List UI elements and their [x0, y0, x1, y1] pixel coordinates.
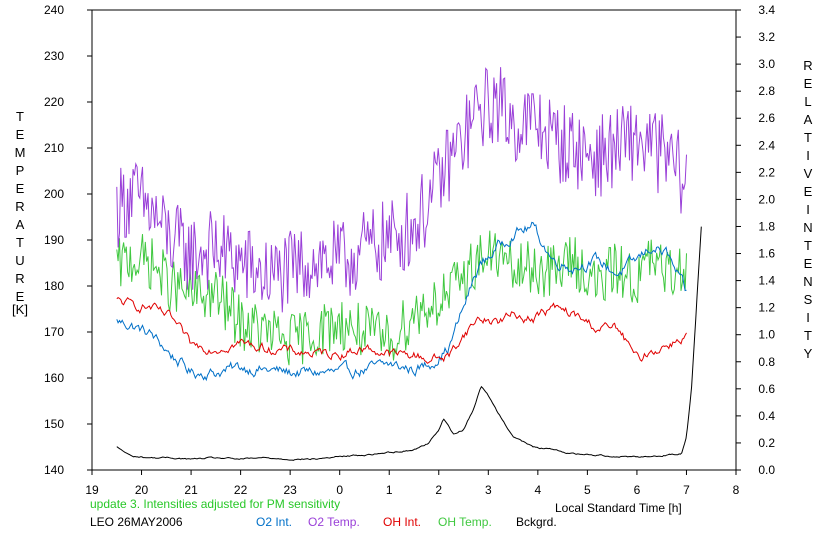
y-right-tick-label: 0.8 [758, 355, 775, 369]
y-right-label-letter: N [803, 220, 812, 235]
y-left-tick-label: 200 [44, 187, 64, 201]
y-right-tick-label: 2.2 [758, 165, 775, 179]
y-right-label-letter: E [804, 184, 813, 199]
y-right-tick-label: 2.0 [758, 192, 775, 206]
legend-item-bckgrd: Bckgrd. [516, 515, 557, 529]
y-right-tick-label: 1.8 [758, 219, 775, 233]
series-line-o2-temp [116, 67, 687, 313]
y-left-tick-label: 190 [44, 233, 64, 247]
y-left-tick-label: 140 [44, 463, 64, 477]
y-left-label-letter: E [16, 127, 25, 142]
y-right-tick-label: 0.2 [758, 436, 775, 450]
y-right-tick-label: 2.8 [758, 84, 775, 98]
y-right-tick-label: 0.0 [758, 463, 775, 477]
series-layer [116, 67, 702, 461]
x-tick-label: 21 [184, 483, 198, 497]
x-tick-label: 19 [85, 483, 99, 497]
y-left-label-letter: E [16, 289, 25, 304]
y-right-label-letter: E [804, 76, 813, 91]
legend: O2 Int. O2 Temp. OH Int. OH Temp. Bckgrd. [256, 515, 557, 529]
y-left-tick-label: 230 [44, 49, 64, 63]
y-right-label-letter: I [806, 148, 810, 163]
legend-item-o2-int: O2 Int. [256, 515, 292, 529]
legend-item-oh-temp: OH Temp. [438, 515, 492, 529]
y-left-tick-label: 170 [44, 325, 64, 339]
y-right-label-letter: T [804, 130, 812, 145]
y-right-label-letter: S [804, 292, 813, 307]
series-line-oh-temp [116, 230, 687, 366]
y-left-tick-label: 210 [44, 141, 64, 155]
y-right-label-letter: T [804, 238, 812, 253]
series-line-oh-int [116, 296, 687, 364]
y-right-tick-label: 3.0 [758, 57, 775, 71]
y-left-label-letter: U [15, 253, 24, 268]
station-date: LEO 26MAY2006 [90, 515, 183, 529]
x-tick-label: 1 [386, 483, 393, 497]
y-left-label-letter: M [15, 145, 26, 160]
series-line-bckgrd [116, 226, 702, 461]
y-right-label-letter: E [804, 256, 813, 271]
y-right-tick-label: 1.0 [758, 328, 775, 342]
y-left-label-letter: A [16, 217, 25, 232]
y-right-tick-label: 1.4 [758, 274, 775, 288]
y-left-tick-label: 160 [44, 371, 64, 385]
x-tick-label: 3 [485, 483, 492, 497]
x-tick-label: 7 [683, 483, 690, 497]
y-left-tick-label: 150 [44, 417, 64, 431]
x-tick-label: 20 [135, 483, 149, 497]
y-right-label-letter: Y [804, 346, 813, 361]
y-left-tick-label: 180 [44, 279, 64, 293]
y-right-label-letter: I [806, 310, 810, 325]
x-tick-label: 8 [733, 483, 740, 497]
y-right-label-letter: N [803, 274, 812, 289]
left-axis: 140 150 160 170 180 190 200 210 220 230 240 [44, 3, 92, 477]
series-line-o2-int [116, 221, 687, 382]
y-right-tick-label: 3.2 [758, 30, 775, 44]
y-right-label-letter: L [804, 94, 811, 109]
y-right-tick-label: 2.4 [758, 138, 775, 152]
x-tick-label: 5 [584, 483, 591, 497]
y-left-unit: [K] [12, 302, 28, 317]
y-right-label-letter: V [804, 166, 813, 181]
y-left-label-letter: P [16, 163, 25, 178]
y-right-tick-label: 1.2 [758, 301, 775, 315]
right-axis: 0.0 0.2 0.4 0.6 0.8 1.0 1.2 1.4 1.6 1.8 2.0 2.2 2.4 2… [736, 3, 775, 477]
y-left-tick-label: 220 [44, 95, 64, 109]
y-left-label-letter: R [15, 199, 24, 214]
y-right-tick-label: 3.4 [758, 3, 775, 17]
x-tick-label: 22 [234, 483, 248, 497]
x-tick-label: 6 [634, 483, 641, 497]
y-right-tick-label: 0.4 [758, 409, 775, 423]
y-left-label-letter: T [16, 235, 24, 250]
y-right-label-letter: I [806, 202, 810, 217]
update-note: update 3. Intensities adjusted for PM se… [90, 497, 340, 511]
y-left-label-letter: E [16, 181, 25, 196]
y-right-label-letter: T [804, 328, 812, 343]
y-right-tick-label: 2.6 [758, 111, 775, 125]
x-axis: 19 20 21 22 23 0 1 2 3 4 5 6 7 8 [85, 470, 740, 497]
x-tick-label: 4 [535, 483, 542, 497]
y-right-tick-label: 1.6 [758, 247, 775, 261]
x-axis-label: Local Standard Time [h] [555, 501, 682, 515]
legend-item-o2-temp: O2 Temp. [308, 515, 360, 529]
y-right-tick-label: 0.6 [758, 382, 775, 396]
x-tick-label: 0 [336, 483, 343, 497]
y-right-label-letter: A [804, 112, 813, 127]
y-left-label-letter: T [16, 109, 24, 124]
legend-item-oh-int: OH Int. [383, 515, 421, 529]
y-right-label-letter: R [803, 58, 812, 73]
x-tick-label: 23 [283, 483, 297, 497]
y-left-tick-label: 240 [44, 3, 64, 17]
y-left-label-letter: R [15, 271, 24, 286]
x-tick-label: 2 [435, 483, 442, 497]
